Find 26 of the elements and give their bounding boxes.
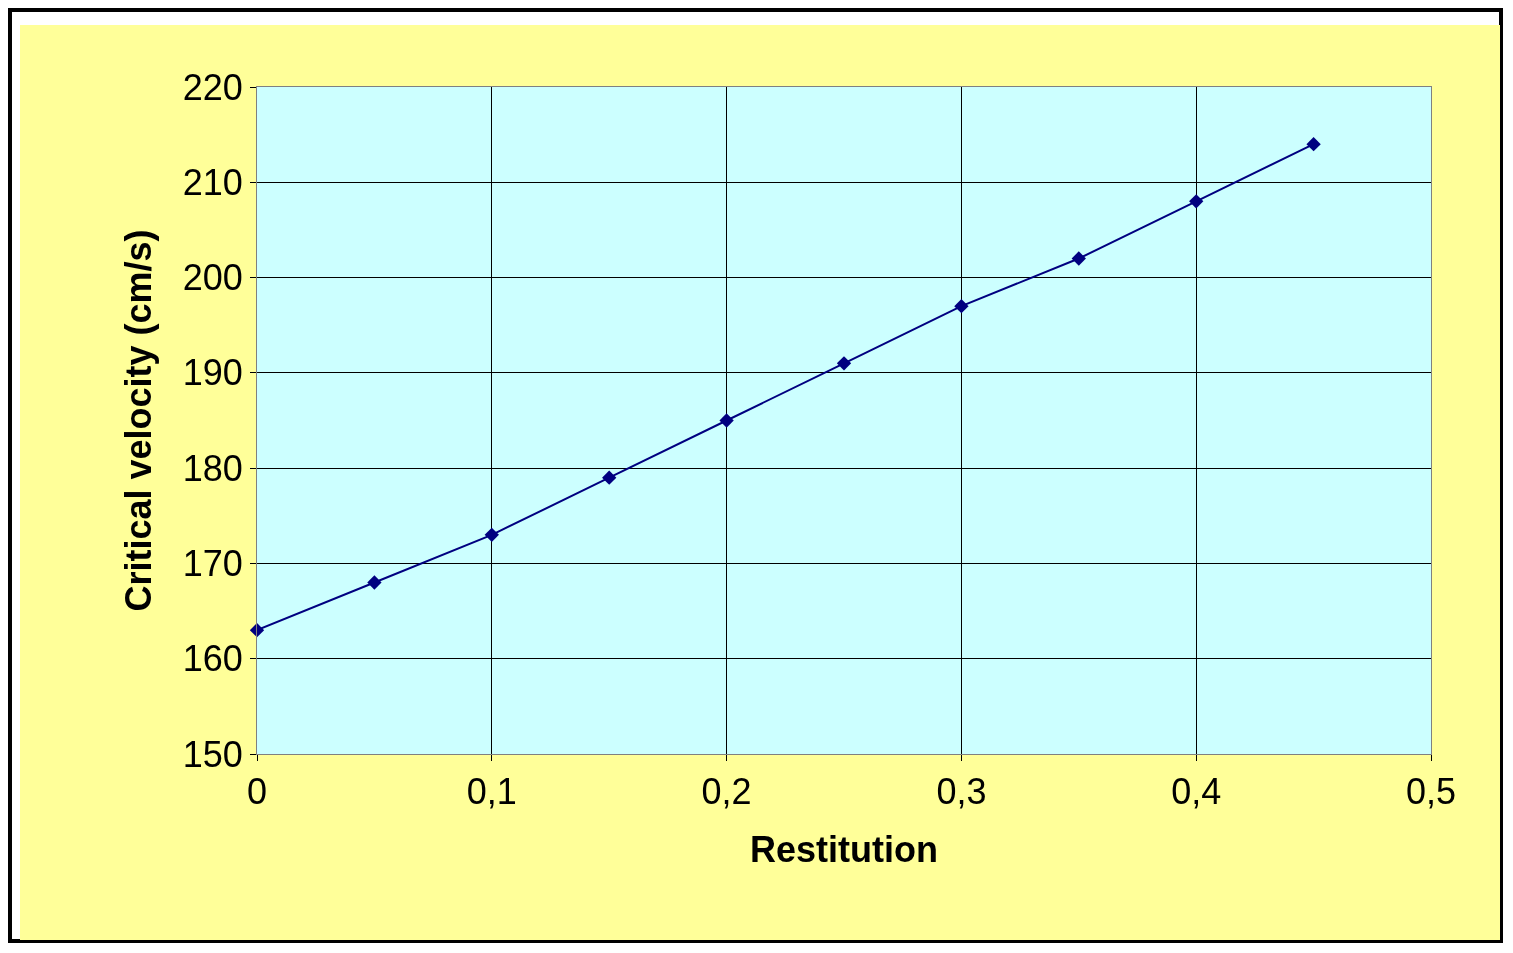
x-tick-label: 0,3 bbox=[936, 771, 987, 813]
x-tick-label: 0,5 bbox=[1405, 771, 1457, 813]
x-tick-label: 0,1 bbox=[466, 771, 517, 813]
point bbox=[602, 470, 617, 485]
y-tick-label: 200 bbox=[182, 257, 243, 299]
point bbox=[1306, 137, 1321, 152]
point bbox=[719, 413, 734, 428]
point bbox=[1189, 194, 1204, 209]
y-tick-label: 190 bbox=[182, 352, 243, 394]
point bbox=[1071, 251, 1086, 266]
point bbox=[836, 356, 852, 371]
y-tick-label: 160 bbox=[182, 638, 243, 680]
y-tick-label: 150 bbox=[182, 733, 243, 775]
x-tick-label: 0 bbox=[246, 771, 268, 813]
point bbox=[484, 527, 499, 542]
y-tick-label: 180 bbox=[182, 447, 243, 489]
y-tick-label: 170 bbox=[182, 543, 243, 585]
x-tick-label: 0,4 bbox=[1171, 771, 1222, 813]
point bbox=[367, 575, 382, 590]
x-tick-label: 0,2 bbox=[701, 771, 752, 813]
point bbox=[249, 622, 265, 638]
x-axis-title: Restitution bbox=[750, 828, 938, 870]
y-tick-label: 220 bbox=[182, 66, 243, 108]
point bbox=[954, 299, 969, 314]
y-axis-title: Critical velocity (cm/s) bbox=[117, 229, 159, 612]
y-tick-label: 210 bbox=[182, 161, 243, 203]
